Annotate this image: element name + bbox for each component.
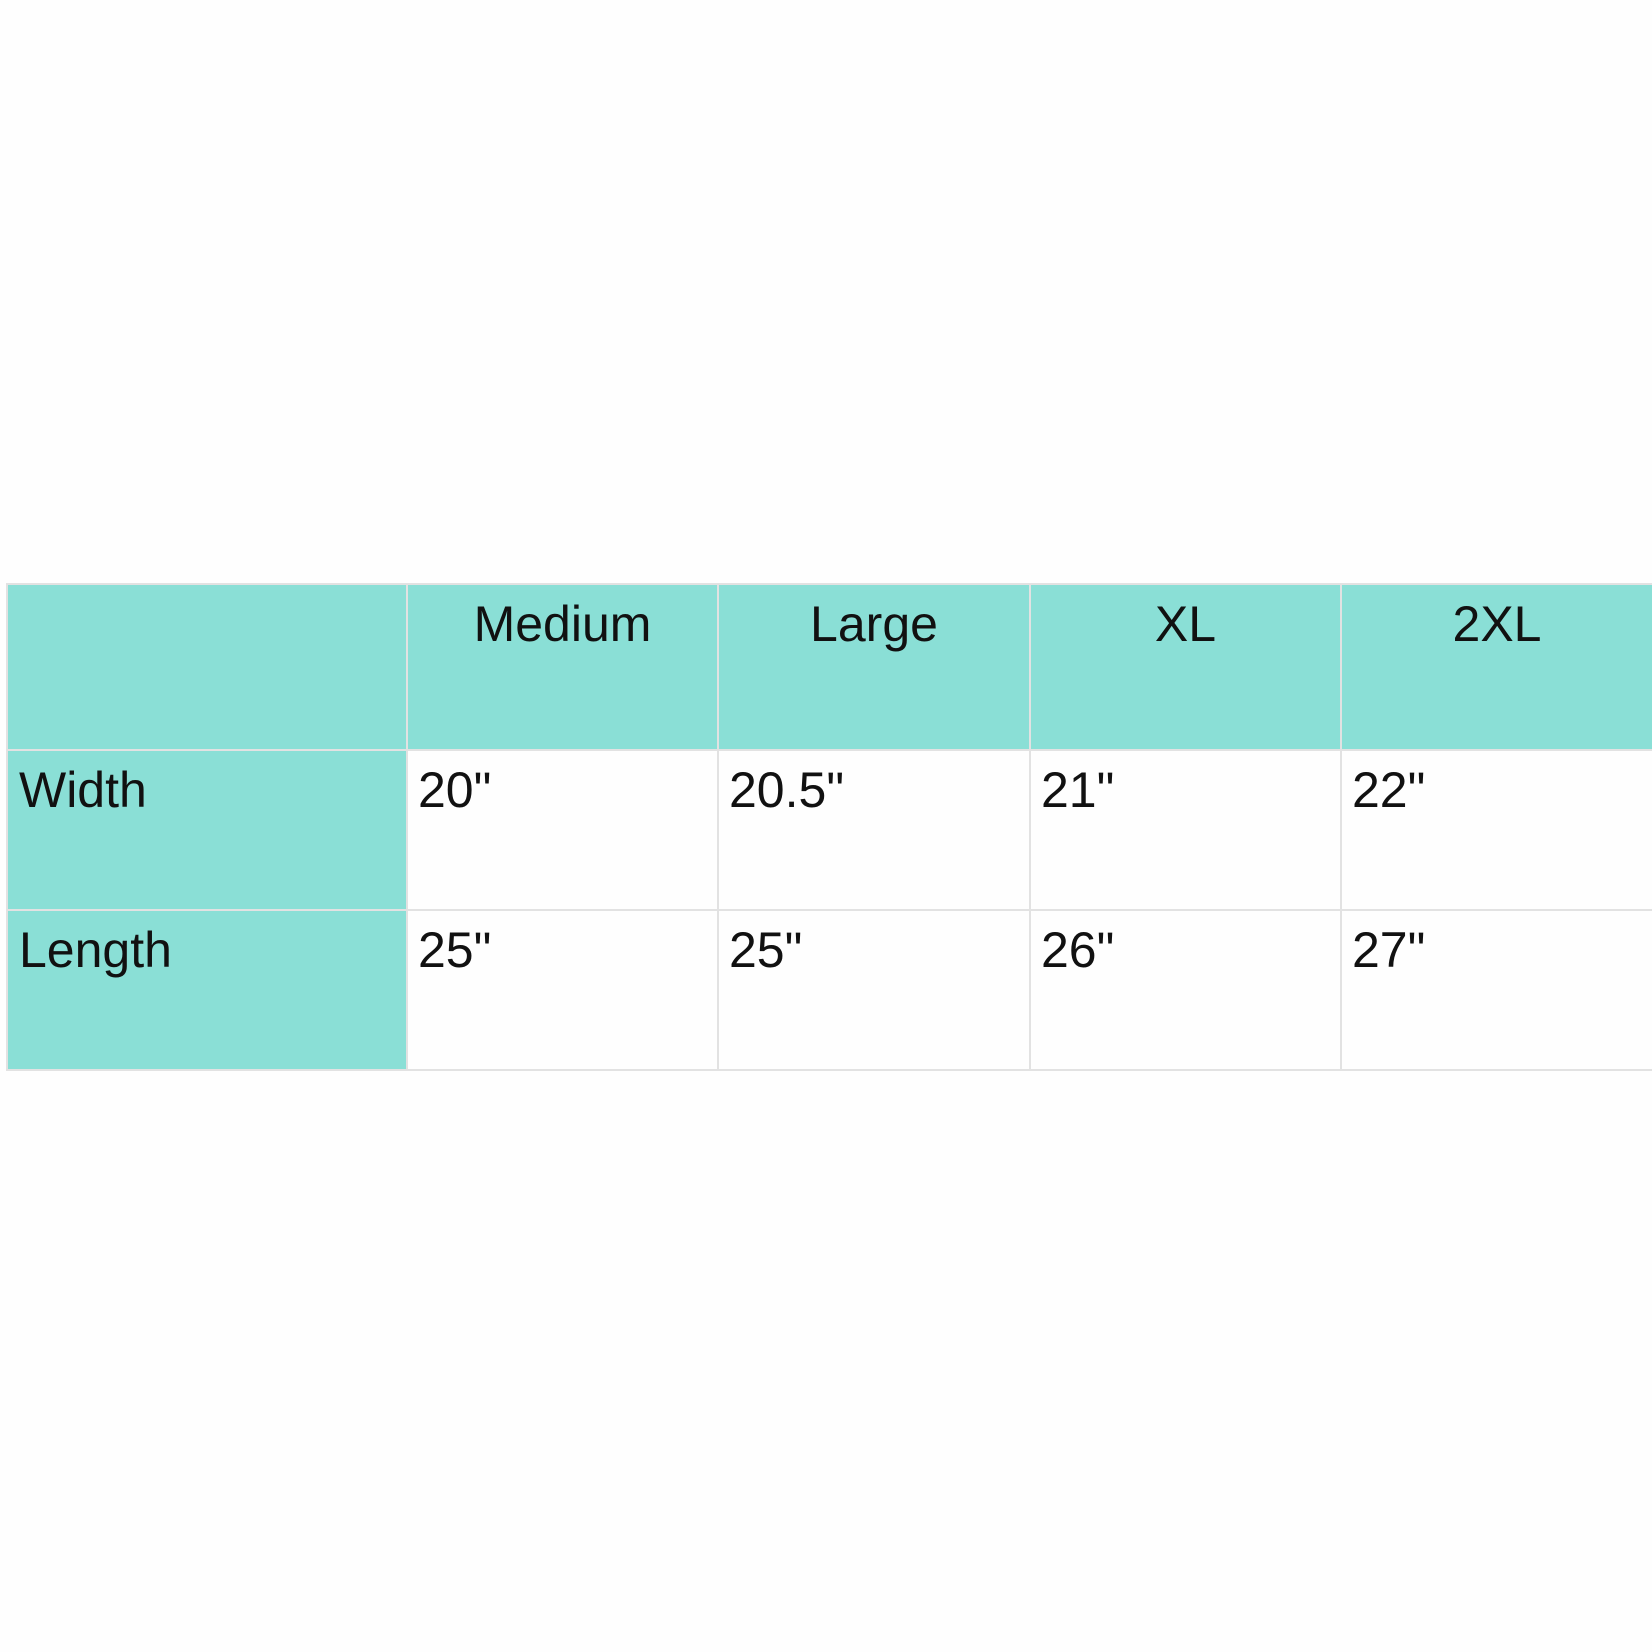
size-chart-table: Medium Large XL 2XL Width 20" 20.5" 21" …	[6, 583, 1652, 1071]
table-row-length: Length 25" 25" 26" 27"	[6, 909, 1652, 1071]
column-header-medium: Medium	[406, 583, 719, 751]
row-header-width: Width	[6, 749, 408, 911]
column-header-2xl: 2XL	[1340, 583, 1652, 751]
table-cell: 20.5"	[717, 749, 1031, 911]
table-cell: 20"	[406, 749, 719, 911]
row-header-length: Length	[6, 909, 408, 1071]
table-cell: 27"	[1340, 909, 1652, 1071]
column-header-xl: XL	[1029, 583, 1342, 751]
column-header-large: Large	[717, 583, 1031, 751]
table-cell: 25"	[717, 909, 1031, 1071]
table-row-width: Width 20" 20.5" 21" 22"	[6, 749, 1652, 911]
corner-cell	[6, 583, 408, 751]
table-cell: 25"	[406, 909, 719, 1071]
table-cell: 26"	[1029, 909, 1342, 1071]
header-row: Medium Large XL 2XL	[6, 583, 1652, 751]
table-cell: 21"	[1029, 749, 1342, 911]
table-cell: 22"	[1340, 749, 1652, 911]
